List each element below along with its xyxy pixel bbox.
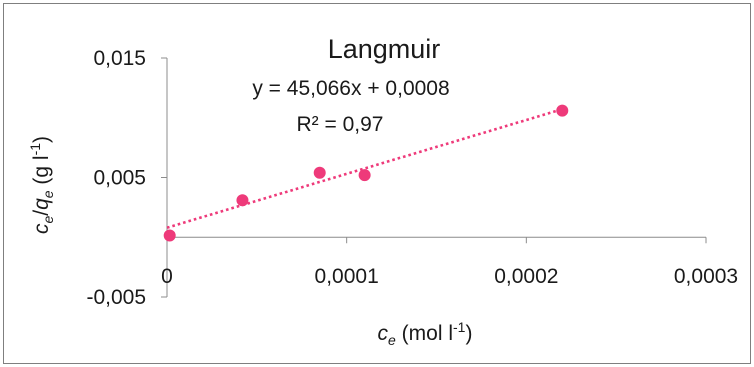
chart-title: Langmuir bbox=[328, 34, 441, 64]
x-label-symbol: c bbox=[378, 322, 389, 345]
chart-frame bbox=[3, 3, 751, 364]
r-squared-label: R² = 0,97 bbox=[297, 113, 384, 136]
trendline bbox=[166, 107, 563, 229]
y-label-exponent: -1 bbox=[27, 143, 43, 156]
data-point bbox=[313, 166, 326, 179]
x-axis-label: ce (mol l-1) bbox=[378, 319, 473, 348]
y-label-q: q bbox=[30, 198, 53, 210]
x-tick-label: 0,0003 bbox=[674, 265, 738, 288]
x-label-close: ) bbox=[465, 322, 472, 345]
data-point bbox=[358, 169, 371, 182]
y-tick-label: 0,015 bbox=[93, 47, 146, 70]
y-label-unit: (g l bbox=[30, 155, 53, 190]
tick-labels: 0 0,0001 0,0002 0,0003 -0,005 0,005 0,015 bbox=[86, 47, 738, 309]
data-points bbox=[163, 104, 569, 242]
y-tick-label: -0,005 bbox=[86, 286, 146, 309]
x-tick-label: 0 bbox=[161, 265, 173, 288]
x-label-subscript: e bbox=[388, 332, 396, 348]
x-tick-label: 0,0002 bbox=[494, 265, 558, 288]
y-tick-label: 0,005 bbox=[93, 167, 146, 190]
data-point bbox=[163, 229, 176, 242]
y-label-q-subscript: e bbox=[40, 190, 56, 198]
data-point bbox=[556, 104, 569, 117]
ticks bbox=[161, 57, 707, 298]
y-axis-label: ce/qe (g l-1) bbox=[27, 136, 56, 234]
x-label-unit: (mol l bbox=[396, 322, 453, 345]
x-label-exponent: -1 bbox=[453, 319, 466, 335]
trendline-equation: y = 45,066x + 0,0008 bbox=[252, 77, 449, 100]
y-label-c-subscript: e bbox=[40, 216, 56, 224]
y-label-close: ) bbox=[30, 136, 53, 143]
x-tick-label: 0,0001 bbox=[315, 265, 379, 288]
data-point bbox=[236, 194, 249, 207]
y-label-slash: / bbox=[30, 210, 53, 216]
y-label-c: c bbox=[30, 223, 53, 234]
